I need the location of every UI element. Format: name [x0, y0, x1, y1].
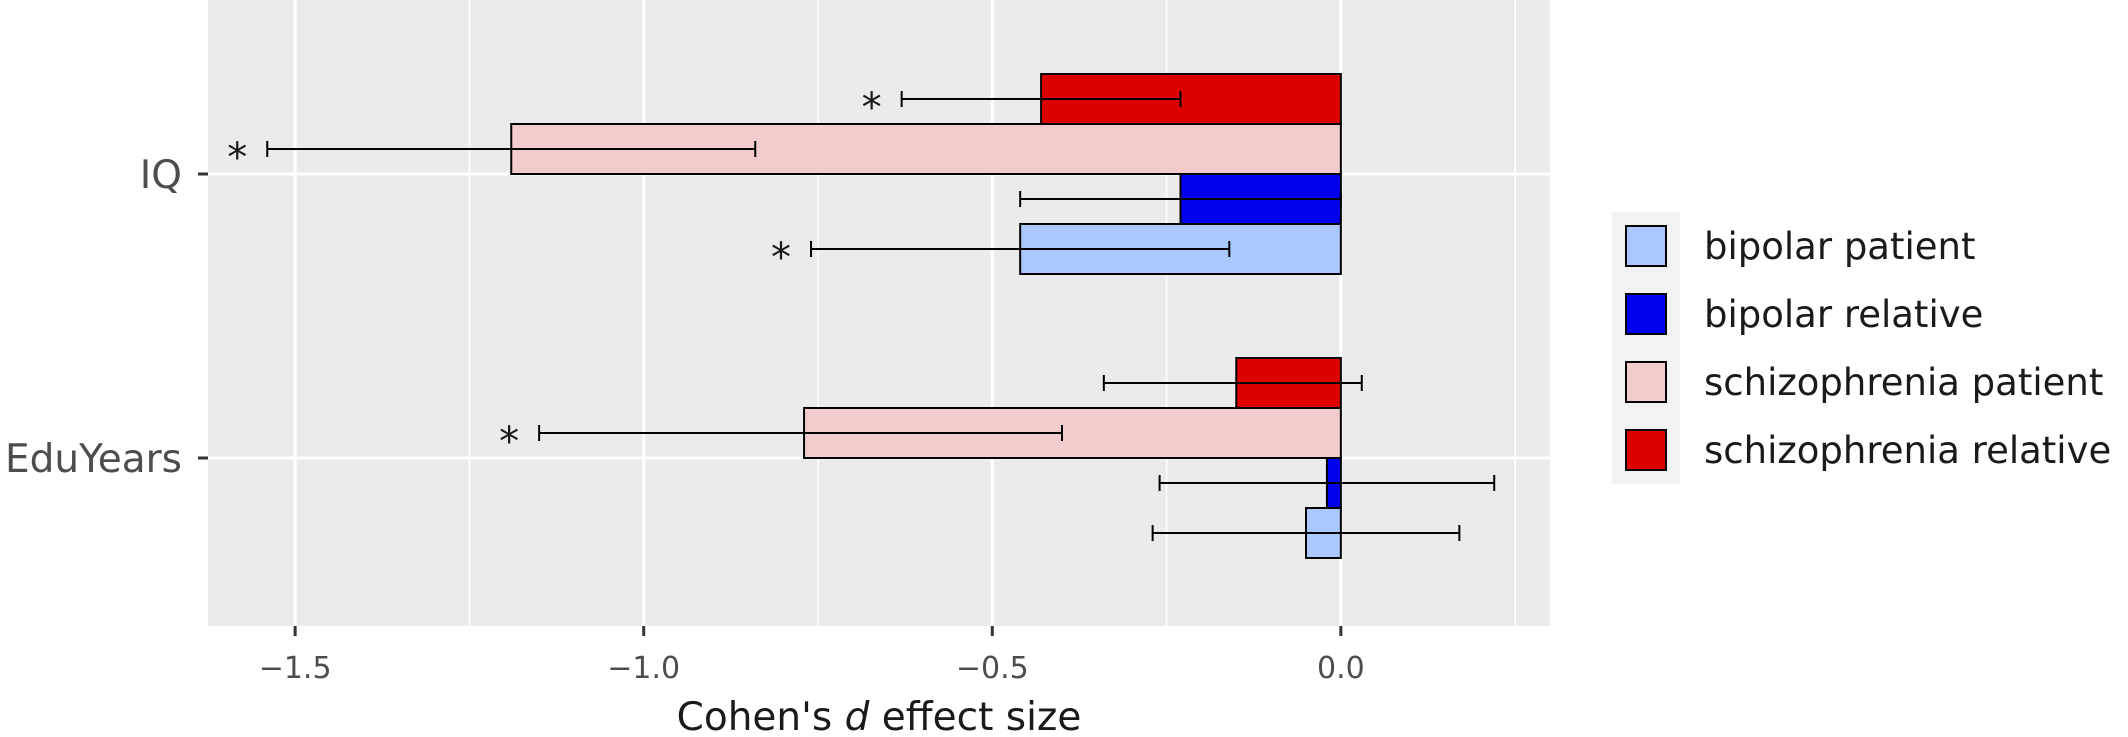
x-axis-title-italic: d [845, 695, 870, 737]
legend-label: bipolar patient [1704, 225, 1975, 268]
legend-swatch [1625, 361, 1667, 403]
x-axis-title: Cohen's d effect size [677, 695, 1082, 737]
legend-label: schizophrenia relative [1704, 429, 2111, 472]
y-tick-label: IQ [140, 153, 182, 198]
x-axis: −1.5 −1.0 −0.5 0.0 [259, 626, 1365, 686]
legend: bipolar patient bipolar relative schizophr… [1612, 212, 2111, 484]
x-axis-title-prefix: Cohen's [677, 695, 833, 737]
x-tick-label: −1.0 [607, 651, 680, 686]
legend-swatch [1625, 225, 1667, 267]
x-tick-label: −0.5 [956, 651, 1029, 686]
legend-label: bipolar relative [1704, 293, 1983, 336]
significance-star: * [499, 419, 519, 465]
error-bars [266, 91, 1496, 541]
legend-swatch [1625, 293, 1667, 335]
y-tick-label: EduYears [5, 437, 182, 482]
x-axis-title-suffix: effect size [882, 695, 1082, 737]
x-tick-label: 0.0 [1317, 651, 1365, 686]
legend-swatch [1625, 429, 1667, 471]
significance-star: * [227, 135, 247, 181]
significance-markers: * * * * [227, 85, 881, 465]
significance-star: * [771, 235, 791, 281]
x-tick-label: −1.5 [259, 651, 332, 686]
legend-label: schizophrenia patient [1704, 361, 2103, 404]
significance-star: * [862, 85, 882, 131]
y-axis: IQ EduYears [5, 153, 208, 482]
